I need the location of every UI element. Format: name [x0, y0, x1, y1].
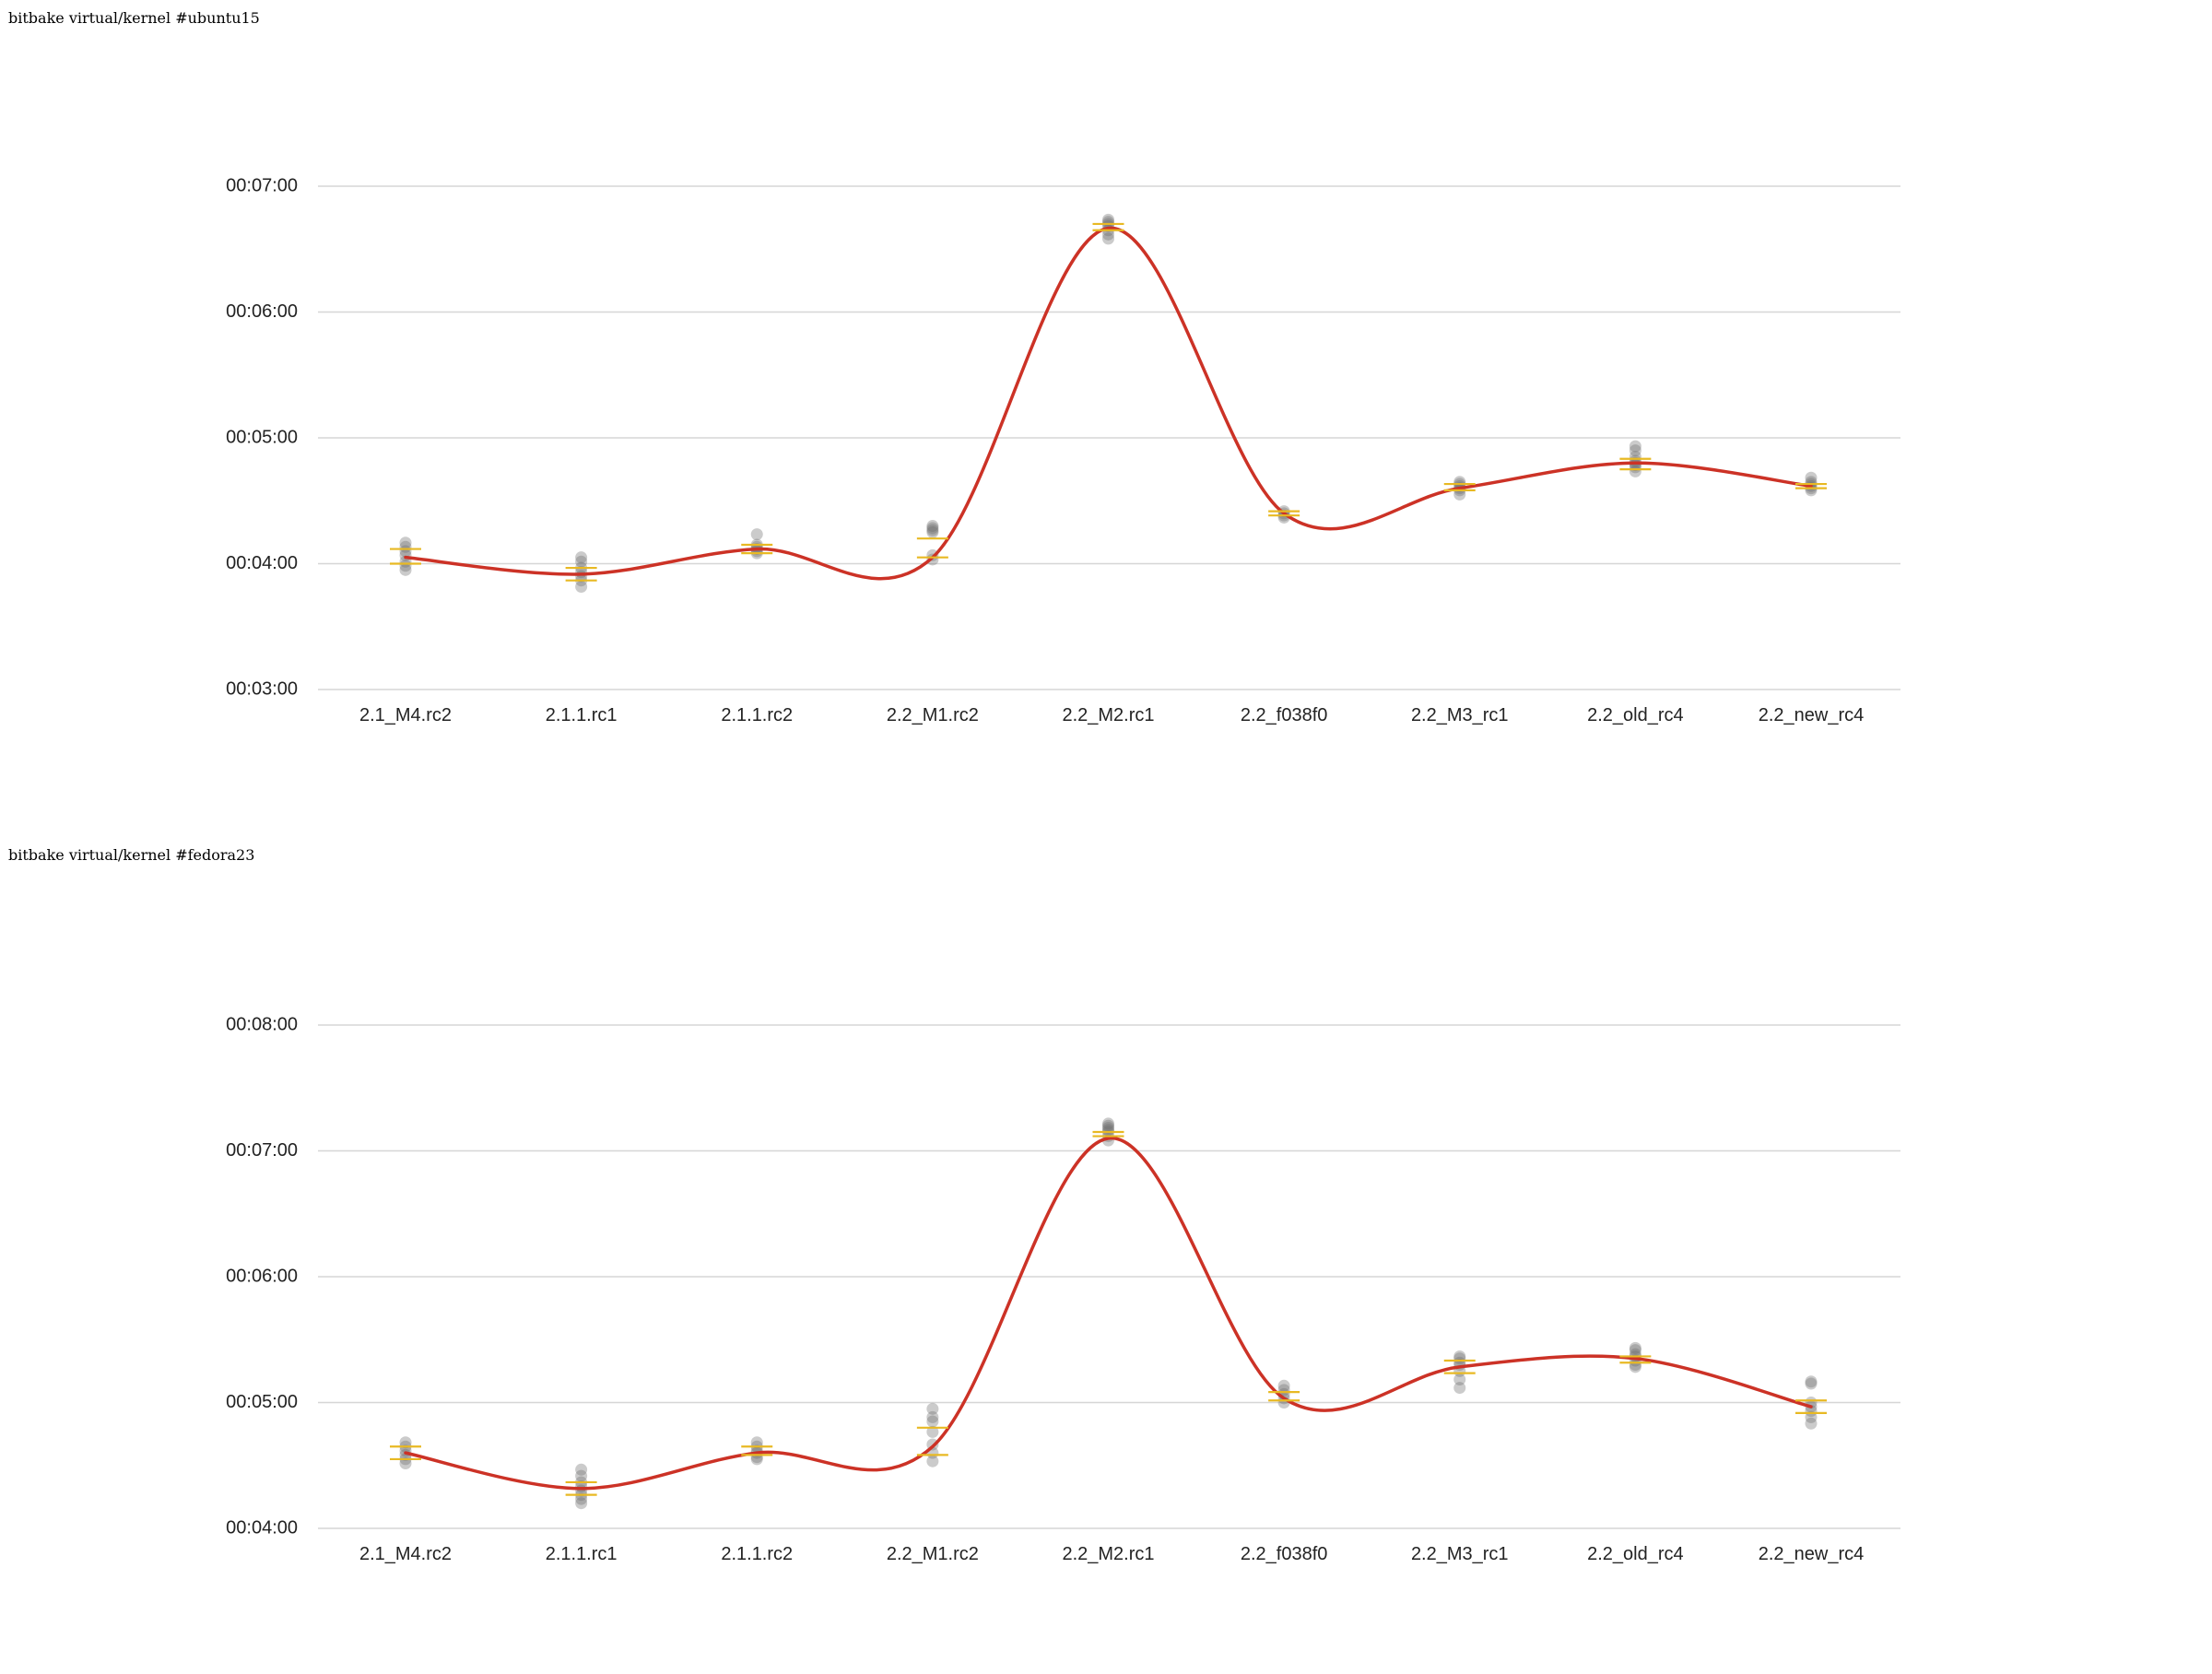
y-tick-label: 00:07:00 [226, 175, 298, 195]
sample-point [1629, 1344, 1641, 1357]
x-tick-label: 2.2_f038f0 [1241, 1544, 1328, 1564]
sample-point [1629, 440, 1641, 453]
sample-point [575, 581, 588, 594]
sample-point [1102, 1119, 1114, 1132]
x-tick-label: 2.2_old_rc4 [1587, 1544, 1684, 1564]
x-tick-label: 2.2_new_rc4 [1759, 705, 1865, 725]
sample-point [926, 525, 939, 538]
x-tick-label: 2.2_new_rc4 [1759, 1544, 1865, 1564]
sample-point [575, 1469, 588, 1482]
sample-point [1805, 1410, 1818, 1423]
x-tick-label: 2.1_M4.rc2 [359, 705, 452, 725]
sample-point [1277, 1379, 1290, 1392]
y-tick-label: 00:04:00 [226, 553, 298, 573]
sample-point [926, 1455, 939, 1468]
x-tick-label: 2.1.1.rc2 [721, 705, 793, 725]
y-tick-label: 00:06:00 [226, 1266, 298, 1286]
mean-series-line [404, 1137, 1813, 1491]
x-tick-label: 2.2_M1.rc2 [887, 705, 979, 725]
sample-point [399, 560, 412, 572]
y-tick-label: 00:03:00 [226, 678, 298, 699]
sample-point [1102, 1117, 1114, 1130]
x-tick-label: 2.2_M2.rc1 [1062, 1544, 1154, 1564]
sample-point [1453, 1373, 1466, 1385]
sample-point [750, 1453, 763, 1466]
sample-point [1102, 213, 1114, 226]
mean-series-line [404, 226, 1813, 581]
sample-point [926, 520, 939, 533]
x-tick-label: 2.1.1.rc1 [546, 1544, 618, 1564]
sample-point [1102, 228, 1114, 241]
sample-point [750, 1436, 763, 1449]
sample-point [1805, 1377, 1818, 1390]
sample-point [399, 1436, 412, 1449]
sample-point [750, 528, 763, 541]
chart-fedora23: 00:04:00 00:05:00 00:06:00 00:07:00 00:08:00… [226, 1014, 1900, 1564]
x-tick-label: 2.1_M4.rc2 [359, 1544, 452, 1564]
sample-point [575, 1497, 588, 1510]
sample-point [399, 1456, 412, 1469]
sample-point [1629, 1361, 1641, 1373]
sample-point [926, 522, 939, 535]
sample-point [1102, 1121, 1114, 1134]
x-tick-label: 2.2_M3_rc1 [1411, 1544, 1509, 1564]
sample-point [1629, 1341, 1641, 1354]
chart-title-ubuntu15: bitbake virtual/kernel #ubuntu15 [8, 9, 260, 27]
y-tick-label: 00:06:00 [226, 301, 298, 322]
sample-point [1805, 1375, 1818, 1388]
sample-point [926, 524, 939, 536]
sample-point [1805, 471, 1818, 484]
x-tick-label: 2.2_M1.rc2 [887, 1544, 979, 1564]
y-tick-label: 00:05:00 [226, 427, 298, 447]
sample-point [926, 1425, 939, 1438]
sample-point [926, 1402, 939, 1415]
x-tick-label: 2.2_f038f0 [1241, 705, 1328, 725]
y-tick-label: 00:08:00 [226, 1014, 298, 1034]
x-tick-label: 2.2_old_rc4 [1587, 705, 1684, 725]
sample-point [1453, 1382, 1466, 1395]
sample-point [1102, 232, 1114, 245]
sample-point [1805, 1417, 1818, 1430]
x-tick-label: 2.2_M2.rc1 [1062, 705, 1154, 725]
chart-title-fedora23: bitbake virtual/kernel #fedora23 [8, 846, 255, 864]
sample-point [1629, 444, 1641, 457]
chart-ubuntu15: 00:03:00 00:04:00 00:05:00 00:06:00 00:07:00… [226, 175, 1900, 725]
y-tick-label: 00:07:00 [226, 1140, 298, 1161]
sample-point [575, 1463, 588, 1476]
sample-point [399, 563, 412, 576]
sample-point [1453, 1350, 1466, 1362]
sample-point [399, 536, 412, 549]
sample-point [575, 555, 588, 568]
sample-point [926, 1410, 939, 1423]
sample-point [1453, 488, 1466, 501]
sample-point [575, 1492, 588, 1505]
x-tick-label: 2.1.1.rc2 [721, 1544, 793, 1564]
sample-point [926, 1415, 939, 1428]
y-tick-label: 00:04:00 [226, 1517, 298, 1538]
x-tick-label: 2.1.1.rc1 [546, 705, 618, 725]
sample-point [575, 551, 588, 564]
x-tick-label: 2.2_M3_rc1 [1411, 705, 1509, 725]
y-tick-label: 00:05:00 [226, 1392, 298, 1412]
